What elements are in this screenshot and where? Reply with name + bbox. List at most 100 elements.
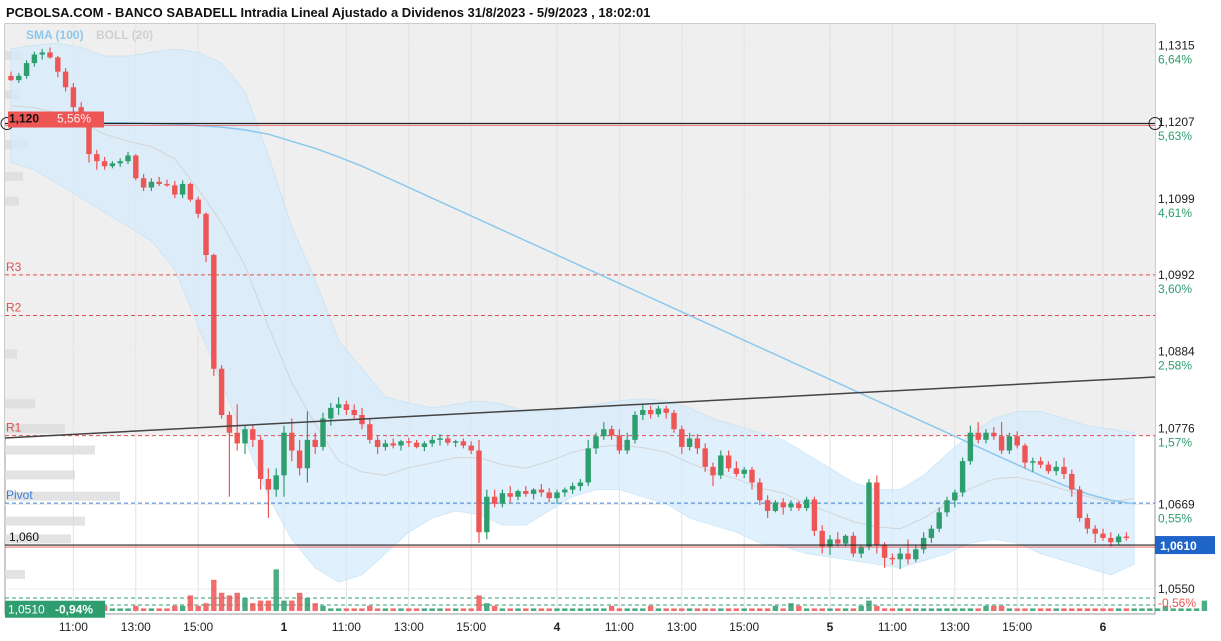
volume-bar xyxy=(1069,608,1075,611)
volume-bar xyxy=(749,608,755,611)
legend-boll[interactable]: BOLL (20) xyxy=(96,28,153,42)
candle-body xyxy=(156,181,162,184)
volume-profile-bar xyxy=(5,534,71,544)
candle-body xyxy=(889,557,896,560)
candle-body xyxy=(437,438,443,440)
volume-bar xyxy=(133,605,139,611)
volume-bar xyxy=(382,608,389,611)
price-tick-label: 1,0550 xyxy=(1158,582,1195,596)
volume-bar xyxy=(437,608,443,611)
volume-bar xyxy=(351,608,357,611)
volume-bar xyxy=(991,605,997,611)
volume-bar xyxy=(187,595,194,611)
volume-bar xyxy=(998,605,1005,611)
volume-bar xyxy=(250,603,256,611)
candle-body xyxy=(608,429,615,436)
volume-bar xyxy=(476,595,482,611)
volume-bar xyxy=(546,608,552,611)
candle-body xyxy=(991,432,997,437)
candle-body xyxy=(936,512,942,529)
volume-bar xyxy=(491,605,498,611)
price-tick-label: 1,1315 xyxy=(1158,38,1195,52)
candle-body xyxy=(226,414,233,433)
volume-bar xyxy=(406,608,412,611)
candle-body xyxy=(694,438,701,449)
candle-body xyxy=(468,445,474,451)
volume-bar xyxy=(460,608,467,611)
pivot-levels: R3 R2 R1 Pivot xyxy=(5,260,1155,606)
candle-body xyxy=(172,185,178,195)
volume-bar xyxy=(803,608,810,611)
candle-body xyxy=(86,123,92,155)
candle-body xyxy=(179,183,186,195)
volume-bar xyxy=(718,608,724,611)
candle-body xyxy=(577,482,584,487)
volume-bar xyxy=(632,608,638,611)
volume-bar xyxy=(975,608,981,611)
candle-body xyxy=(218,368,225,415)
candle-body xyxy=(640,409,646,415)
volume-bar xyxy=(1162,605,1169,611)
legend-sma[interactable]: SMA (100) xyxy=(26,28,84,42)
volume-bar xyxy=(281,600,287,611)
candle-body xyxy=(398,441,404,446)
volume-bar xyxy=(694,608,701,611)
time-tick-label: 1 xyxy=(281,620,288,634)
price-tick-label: 1,1207 xyxy=(1158,115,1195,129)
volume-bar xyxy=(484,603,490,611)
candle-body xyxy=(725,455,732,469)
volume-bar xyxy=(757,608,763,611)
candle-body xyxy=(1076,489,1083,519)
candle-body xyxy=(998,436,1005,451)
candle-body xyxy=(476,450,482,533)
candle-body xyxy=(523,491,529,494)
candle-body xyxy=(16,75,22,81)
volume-bar xyxy=(936,608,942,611)
volume-bar xyxy=(1123,608,1130,611)
candle-body xyxy=(679,429,685,447)
candles xyxy=(8,47,1130,570)
volume-bar xyxy=(117,608,123,611)
time-tick-label: 13:00 xyxy=(394,620,424,634)
candle-body xyxy=(312,439,318,447)
time-tick-label: 15:00 xyxy=(729,620,759,634)
volume-bar xyxy=(1108,608,1114,611)
volume-bar xyxy=(772,605,779,611)
volume-profile-bar xyxy=(5,399,35,409)
volume-profile-bar xyxy=(5,349,17,359)
candle-body xyxy=(250,429,256,440)
candle-body xyxy=(601,429,607,437)
candle-body xyxy=(530,489,537,494)
candle-body xyxy=(328,407,334,419)
level-tag-1120-pct: 5,56% xyxy=(57,112,91,126)
volume-bar xyxy=(1147,608,1153,611)
pct-tick-label: 3,60% xyxy=(1158,282,1192,296)
time-tick-label: 11:00 xyxy=(878,620,907,634)
candle-body xyxy=(858,546,864,554)
volume-bar xyxy=(1115,608,1122,611)
volume-bar xyxy=(764,608,771,611)
candle-body xyxy=(335,404,342,408)
volume-bar xyxy=(952,608,958,611)
volume-bar xyxy=(265,600,272,611)
volume-bar xyxy=(523,608,529,611)
candle-body xyxy=(710,466,716,476)
candle-body xyxy=(632,414,638,440)
candle-body xyxy=(671,412,677,430)
candle-body xyxy=(819,530,825,547)
current-price-text: 1,0610 xyxy=(1160,539,1197,553)
candle-body xyxy=(913,549,919,560)
volume-bar xyxy=(679,608,685,611)
volume-bar xyxy=(913,608,919,611)
candle-body xyxy=(289,432,295,451)
candle-body xyxy=(1037,461,1044,465)
low-tag-price: 1,0510 xyxy=(8,603,45,617)
candle-body xyxy=(421,443,428,447)
pct-tick-label: 6,64% xyxy=(1158,52,1192,66)
volume-profile-bar xyxy=(5,569,25,579)
time-tick-label: 15:00 xyxy=(456,620,486,634)
candle-body xyxy=(1100,533,1106,538)
volume-bar xyxy=(959,608,966,611)
volume-bar xyxy=(156,608,162,611)
volume-bar xyxy=(601,608,607,611)
